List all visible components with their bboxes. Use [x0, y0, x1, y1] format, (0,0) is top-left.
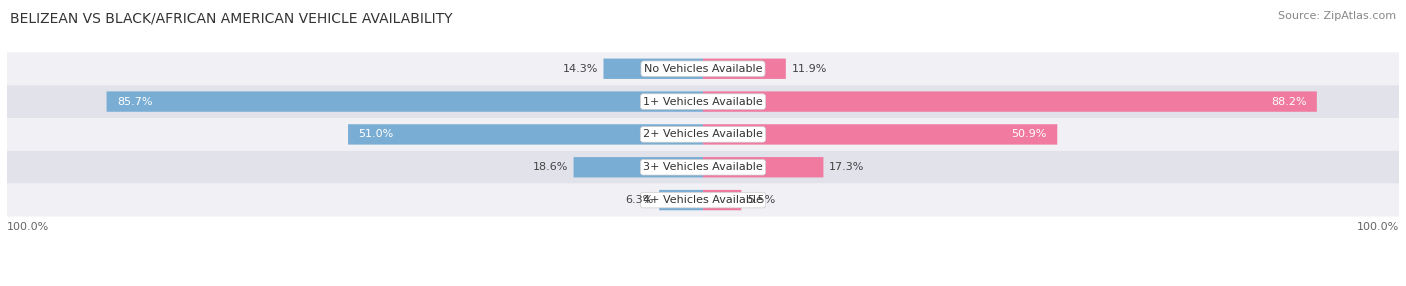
Text: 85.7%: 85.7%: [117, 97, 152, 107]
FancyBboxPatch shape: [7, 52, 1399, 85]
FancyBboxPatch shape: [659, 190, 703, 210]
Text: 51.0%: 51.0%: [359, 130, 394, 139]
Text: No Vehicles Available: No Vehicles Available: [644, 64, 762, 74]
FancyBboxPatch shape: [574, 157, 703, 177]
FancyBboxPatch shape: [703, 59, 786, 79]
FancyBboxPatch shape: [107, 92, 703, 112]
Text: 4+ Vehicles Available: 4+ Vehicles Available: [643, 195, 763, 205]
FancyBboxPatch shape: [7, 85, 1399, 118]
Text: 88.2%: 88.2%: [1271, 97, 1306, 107]
Text: 18.6%: 18.6%: [533, 162, 568, 172]
FancyBboxPatch shape: [703, 157, 824, 177]
FancyBboxPatch shape: [603, 59, 703, 79]
Text: 3+ Vehicles Available: 3+ Vehicles Available: [643, 162, 763, 172]
FancyBboxPatch shape: [349, 124, 703, 145]
Text: 11.9%: 11.9%: [792, 64, 827, 74]
Text: 17.3%: 17.3%: [830, 162, 865, 172]
FancyBboxPatch shape: [703, 124, 1057, 145]
FancyBboxPatch shape: [7, 118, 1399, 151]
Text: 50.9%: 50.9%: [1011, 130, 1047, 139]
Text: 100.0%: 100.0%: [7, 223, 49, 233]
FancyBboxPatch shape: [703, 92, 1317, 112]
FancyBboxPatch shape: [7, 184, 1399, 217]
Text: 5.5%: 5.5%: [747, 195, 775, 205]
Text: 1+ Vehicles Available: 1+ Vehicles Available: [643, 97, 763, 107]
FancyBboxPatch shape: [7, 151, 1399, 184]
Text: Source: ZipAtlas.com: Source: ZipAtlas.com: [1278, 11, 1396, 21]
Text: BELIZEAN VS BLACK/AFRICAN AMERICAN VEHICLE AVAILABILITY: BELIZEAN VS BLACK/AFRICAN AMERICAN VEHIC…: [10, 11, 453, 25]
Text: 6.3%: 6.3%: [626, 195, 654, 205]
FancyBboxPatch shape: [703, 190, 741, 210]
Text: 14.3%: 14.3%: [562, 64, 598, 74]
Text: 100.0%: 100.0%: [1357, 223, 1399, 233]
Text: 2+ Vehicles Available: 2+ Vehicles Available: [643, 130, 763, 139]
